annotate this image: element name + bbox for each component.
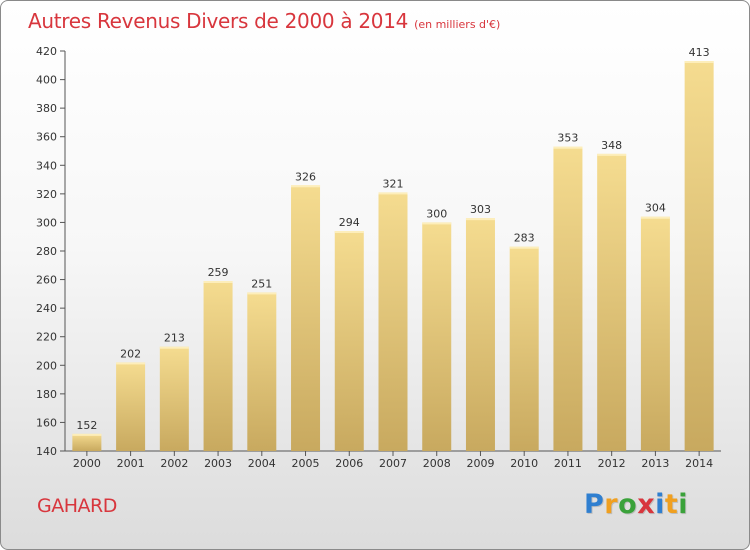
x-tick-label: 2000	[73, 457, 101, 470]
bar-highlight	[116, 362, 146, 365]
bar	[684, 61, 714, 451]
data-label: 251	[251, 277, 272, 290]
chart-unit: (en milliers d'€)	[414, 18, 501, 31]
data-label: 304	[645, 202, 666, 215]
place-name: GAHARD	[37, 495, 117, 517]
bar	[553, 146, 583, 451]
x-tick-label: 2003	[204, 457, 232, 470]
bar	[509, 246, 539, 451]
bar-highlight	[247, 292, 277, 295]
x-tick-label: 2012	[598, 457, 626, 470]
bar	[422, 222, 452, 451]
bar	[640, 216, 670, 451]
bar-highlight	[465, 218, 495, 221]
data-label: 283	[514, 232, 535, 245]
x-tick-label: 2009	[466, 457, 494, 470]
bar	[291, 185, 321, 452]
bar	[203, 281, 233, 451]
x-tick-label: 2011	[554, 457, 582, 470]
bar	[597, 153, 627, 451]
logo-letter: x	[637, 489, 656, 520]
bar-highlight	[334, 231, 364, 233]
data-label: 303	[470, 203, 491, 216]
chart-bars	[72, 61, 714, 452]
data-label: 321	[383, 177, 404, 190]
y-tick-label: 300	[36, 216, 57, 229]
x-tick-label: 2001	[117, 457, 145, 470]
data-label: 300	[426, 207, 447, 220]
y-tick-label: 160	[36, 416, 57, 429]
y-tick-label: 200	[36, 359, 57, 372]
bar-highlight	[640, 216, 670, 219]
data-label: 259	[208, 266, 229, 279]
y-tick-label: 320	[36, 188, 57, 201]
chart-title: Autres Revenus Divers de 2000 à 2014 (en …	[28, 9, 500, 33]
y-tick-label: 380	[36, 102, 57, 115]
bar-highlight	[291, 185, 321, 188]
logo-letter: P	[584, 489, 605, 520]
y-tick-label: 400	[36, 74, 57, 87]
bar	[378, 192, 408, 451]
y-tick-label: 260	[36, 274, 57, 287]
data-label: 353	[557, 132, 578, 145]
x-tick-label: 2014	[685, 457, 713, 470]
data-label: 348	[601, 139, 622, 152]
logo-letter: o	[618, 489, 638, 520]
bar-highlight	[553, 146, 583, 149]
logo-letter: t	[664, 489, 679, 520]
data-label: 413	[689, 46, 710, 59]
y-tick-label: 340	[36, 159, 57, 172]
data-label: 202	[120, 347, 141, 360]
bar-highlight	[422, 222, 452, 225]
x-tick-label: 2004	[248, 457, 276, 470]
x-tick-label: 2006	[335, 457, 363, 470]
x-tick-label: 2010	[510, 457, 538, 470]
bar	[72, 433, 102, 451]
bar	[116, 362, 146, 451]
y-tick-label: 280	[36, 245, 57, 258]
logo-letter: i	[655, 489, 665, 520]
data-label: 152	[76, 419, 97, 432]
chart-axes: 140 160 180 200 220 240 260 280 300 320 340 360 380 4…	[36, 45, 721, 458]
bar-highlight	[72, 433, 102, 436]
y-tick-label: 420	[36, 45, 57, 58]
data-label: 326	[295, 170, 316, 183]
x-tick-label: 2013	[641, 457, 669, 470]
y-tick-label: 240	[36, 302, 57, 315]
logo-letter: i	[678, 489, 689, 520]
y-tick-label: 140	[36, 445, 57, 458]
data-label: 213	[164, 332, 185, 345]
bar	[334, 231, 364, 451]
bar-highlight	[378, 192, 408, 195]
y-tick-label: 220	[36, 331, 57, 344]
data-label: 294	[339, 216, 360, 229]
y-tick-label: 360	[36, 131, 57, 144]
bar-chart: 140 160 180 200 220 240 260 280 300 320 340 360 380 4…	[36, 45, 721, 470]
bar-highlight	[159, 346, 189, 349]
chart-title-text: Autres Revenus Divers de 2000 à 2014	[28, 9, 409, 33]
bar-highlight	[597, 153, 627, 156]
x-tick-label: 2008	[423, 457, 451, 470]
x-tick-label: 2007	[379, 457, 407, 470]
logo-letter: r	[604, 489, 619, 520]
x-tick-label: 2005	[292, 457, 320, 470]
bar	[159, 346, 189, 451]
bar-highlight	[509, 246, 539, 249]
bar-highlight	[684, 61, 714, 63]
chart-labels: 2000 152 2001 202 2002 213 2003 259 2004 251 2005 3…	[73, 46, 713, 470]
proxiti-logo: Proxiti	[584, 489, 688, 520]
bar	[465, 218, 495, 451]
bar-highlight	[203, 281, 233, 283]
y-tick-label: 180	[36, 388, 57, 401]
x-tick-label: 2002	[160, 457, 188, 470]
bar	[247, 292, 277, 451]
